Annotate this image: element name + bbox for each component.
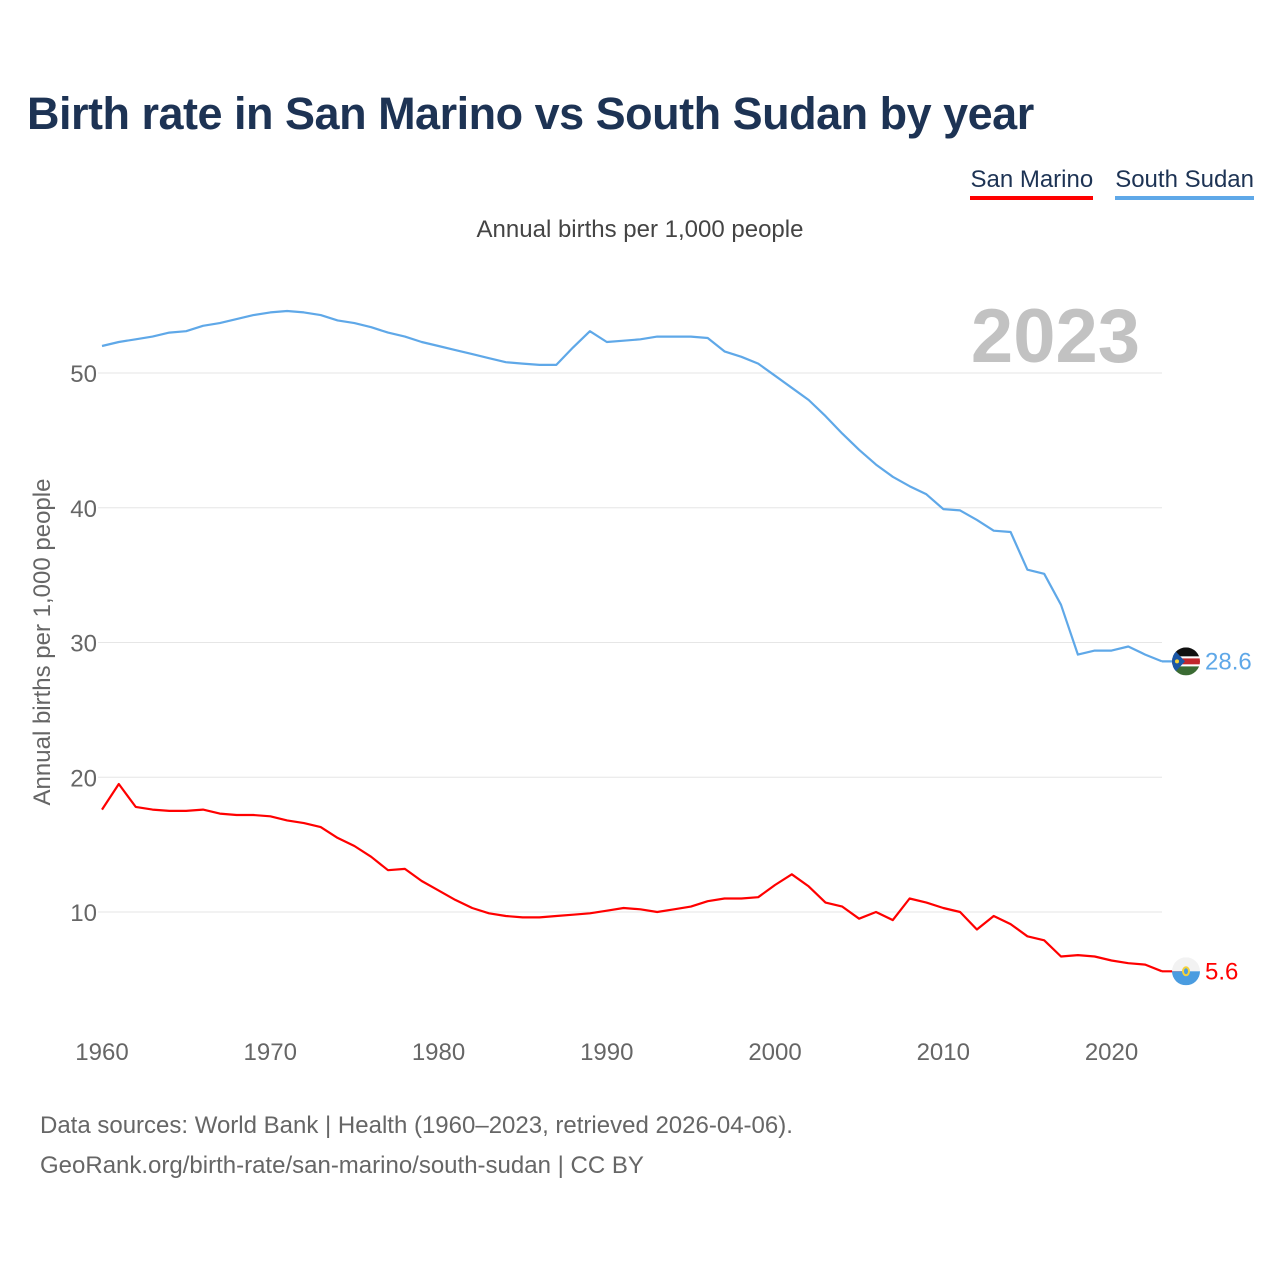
san-marino-flag-icon	[1172, 957, 1200, 986]
y-tick-label: 20	[70, 765, 97, 792]
year-label: 2023	[971, 294, 1140, 379]
end-label-south-sudan: 28.6	[1205, 648, 1252, 675]
x-tick-label: 2010	[917, 1039, 970, 1066]
legend-item-san-marino[interactable]: San Marino	[970, 166, 1094, 200]
legend-item-south-sudan[interactable]: South Sudan	[1115, 166, 1254, 200]
south-sudan-flag-icon	[1172, 647, 1200, 676]
chart-subtitle: Annual births per 1,000 people	[476, 216, 804, 243]
x-tick-label: 1970	[244, 1039, 297, 1066]
footer-link[interactable]: GeoRank.org/birth-rate/san-marino/south-…	[40, 1152, 644, 1179]
x-tick-label: 1980	[412, 1039, 465, 1066]
end-label-san-marino: 5.6	[1205, 958, 1238, 985]
footer-sources: Data sources: World Bank | Health (1960–…	[40, 1112, 793, 1139]
series-line-san-marino[interactable]	[101, 782, 1163, 973]
x-tick-label: 2000	[748, 1039, 801, 1066]
y-tick-label: 30	[70, 631, 97, 658]
x-tick-label: 1960	[75, 1039, 128, 1066]
series-line-south-sudan[interactable]	[101, 309, 1163, 663]
y-tick-label: 10	[70, 900, 97, 927]
chart-title: Birth rate in San Marino vs South Sudan …	[27, 88, 1034, 139]
line-chart: 10 20 30 40 50 2023 Annual births per 1,000 …	[29, 294, 1252, 1066]
footer: Data sources: World Bank | Health (1960–…	[40, 1106, 793, 1186]
y-tick-label: 40	[70, 496, 97, 523]
y-axis-label: Annual births per 1,000 people	[29, 479, 56, 806]
legend: San Marino South Sudan	[970, 166, 1254, 200]
y-tick-label: 50	[70, 361, 97, 388]
x-tick-label: 2020	[1085, 1039, 1138, 1066]
x-tick-label: 1990	[580, 1039, 633, 1066]
